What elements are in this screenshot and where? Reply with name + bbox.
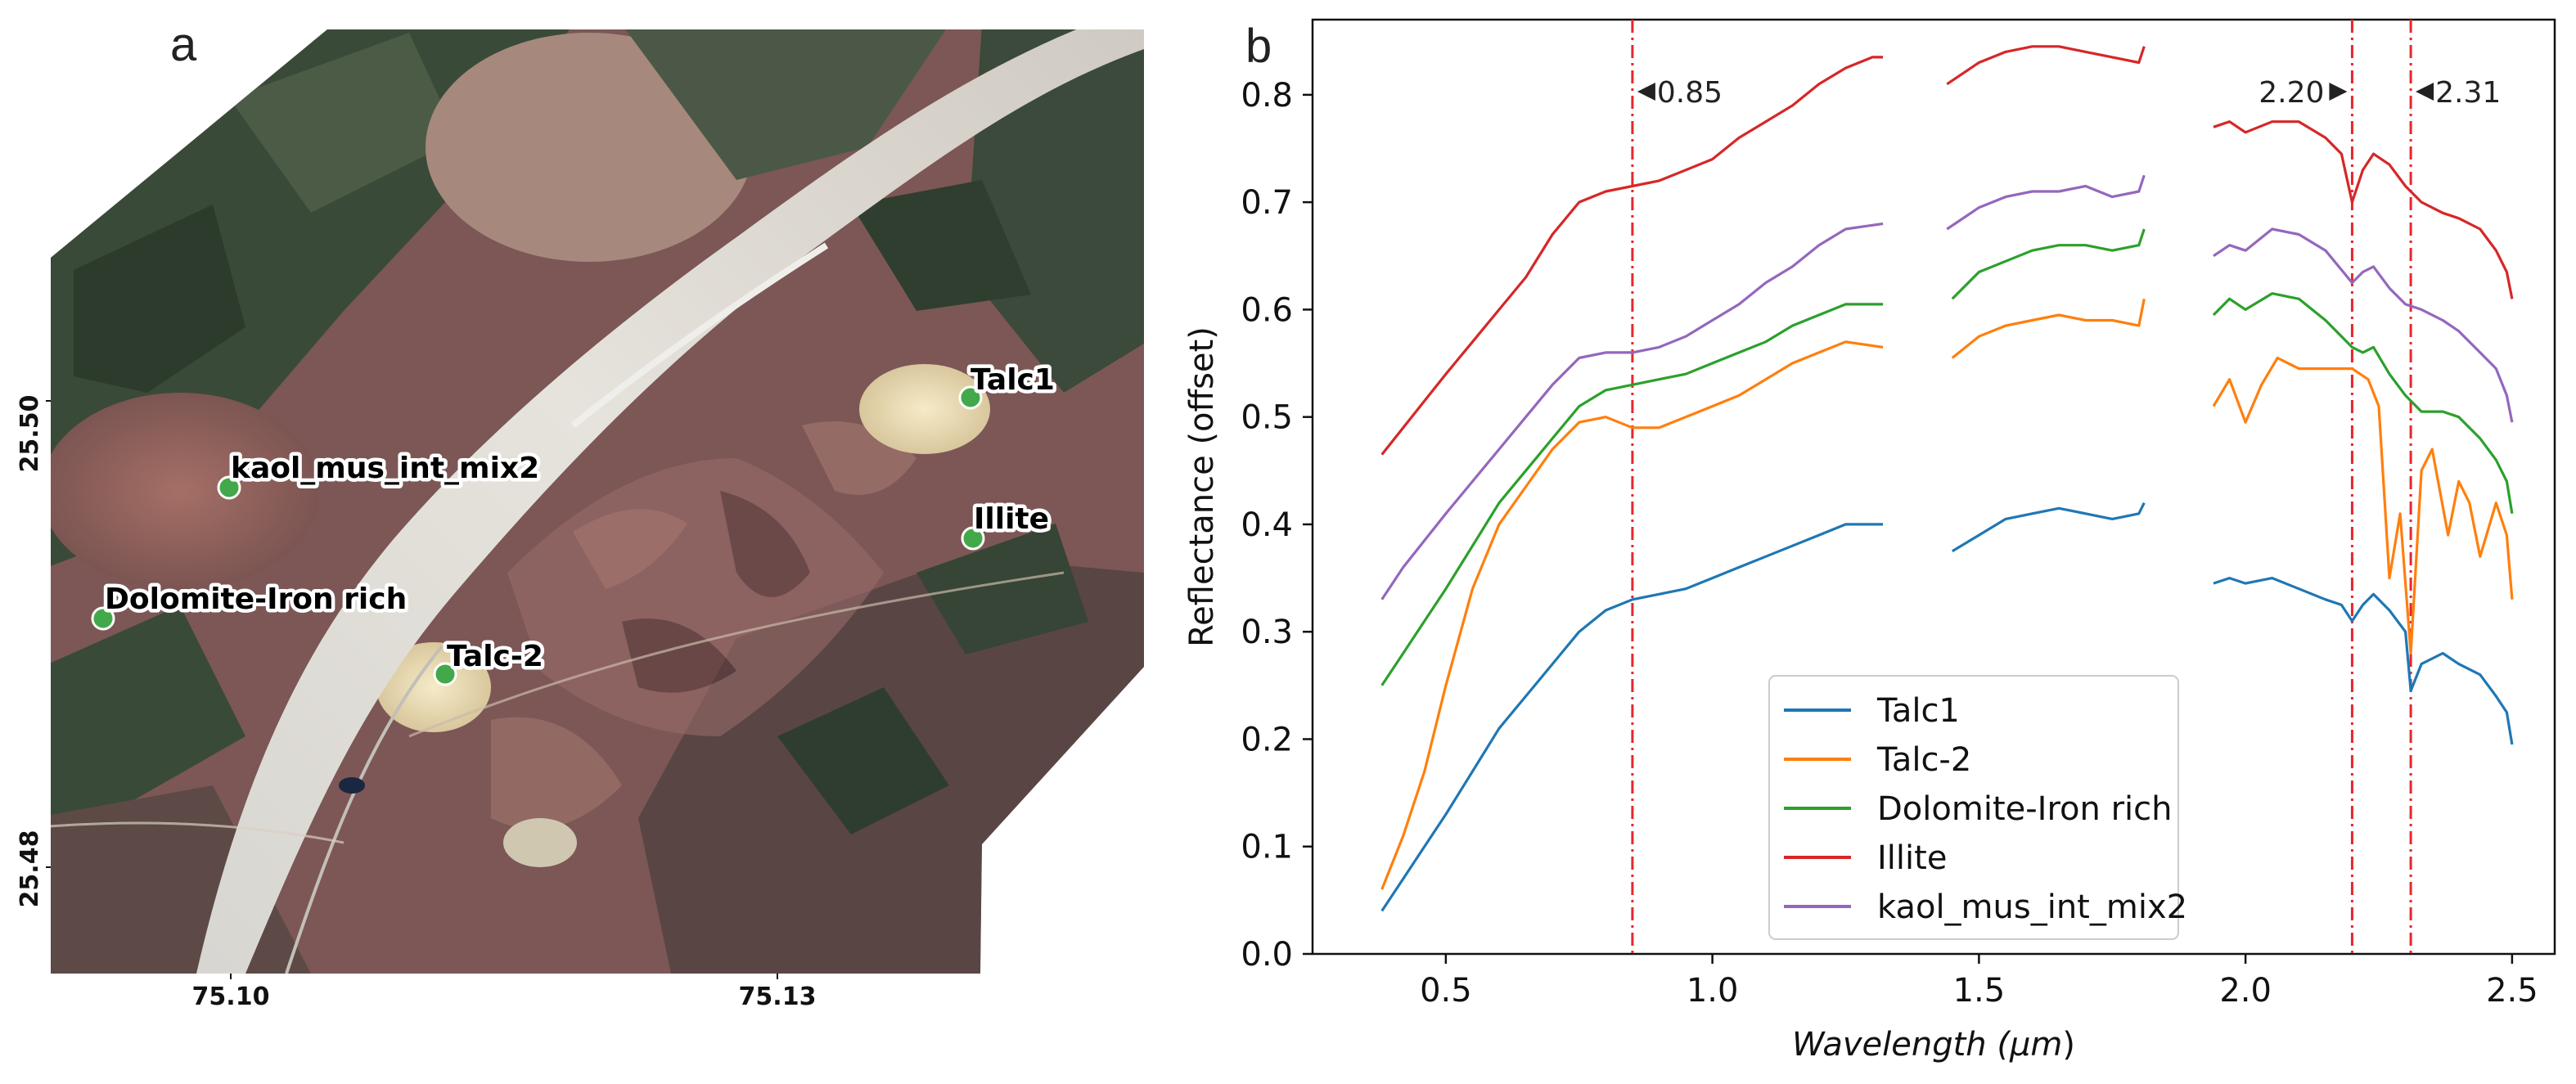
- panel-b-letter: b: [1245, 20, 1272, 73]
- panel-a: a: [16, 18, 1144, 1011]
- series-line-segment: [2213, 120, 2514, 299]
- vline-annotation: 2.20: [2259, 76, 2324, 110]
- series-line-segment: [2212, 292, 2514, 515]
- series-line-segment: [1951, 502, 2146, 553]
- series-line-segment: [1380, 523, 1884, 912]
- lat-tick-label: 25.50: [16, 395, 44, 473]
- site-label: Talc-2: [447, 640, 543, 673]
- site-label: Dolomite-Iron rich: [105, 582, 407, 616]
- annotation-arrow: [2416, 83, 2434, 101]
- series-line-segment: [1951, 298, 2146, 359]
- site-talc1: Talc1: [958, 360, 1058, 410]
- legend-label: Illite: [1877, 839, 1947, 877]
- reference-lines: 0.85 2.20 2.31: [1631, 20, 2501, 954]
- series-line-segment: [2213, 577, 2514, 745]
- y-tick-label: 0.8: [1241, 77, 1293, 115]
- sample-sites: Talc1 kaol_mus_int_mix2 Illite Dolomite-…: [91, 360, 1058, 686]
- vline-annotation: 2.31: [2435, 76, 2501, 110]
- x-tick-label: 2.5: [2486, 972, 2538, 1010]
- series-line-segment: [2213, 227, 2514, 423]
- series-line-segment: [2212, 356, 2514, 655]
- satellite-image: [51, 29, 1144, 974]
- site-illite: Illite: [961, 499, 1053, 551]
- site-label: Illite: [974, 502, 1049, 536]
- site-dolomite-iron-rich: Dolomite-Iron rich: [91, 579, 411, 631]
- lat-tick-label: 25.48: [16, 830, 44, 908]
- x-axis-label: Wavelength (μm): [1792, 1026, 2075, 1064]
- axis-ticks: 0.5 1.0 1.5 2.0 2.5 0.0 0.1 0.2 0.3 0.4 0.5 0.6 0.7 0…: [1241, 77, 2538, 1010]
- site-label: Talc1: [971, 363, 1055, 397]
- x-tick-label: 0.5: [1420, 972, 1472, 1010]
- series-lines: [1380, 45, 2514, 912]
- y-tick-label: 0.6: [1241, 291, 1293, 329]
- panel-b: b 0.85 2.20 2.31 0.5 1.0 1.5 2.0 2.50.00.10.20…: [1183, 18, 2556, 1064]
- lon-tick-label: 75.13: [739, 983, 817, 1011]
- site-marker: [91, 606, 115, 631]
- y-tick-label: 0.3: [1241, 614, 1293, 651]
- y-tick-label: 0.2: [1241, 721, 1293, 758]
- series-line-segment: [1951, 228, 2146, 300]
- spectra-plot: 0.85 2.20 2.31 0.5 1.0 1.5 2.0 2.5 0.0 0.1 0.2 0.3…: [1241, 18, 2556, 1010]
- y-tick-label: 0.0: [1241, 936, 1293, 974]
- legend-label: Dolomite-Iron rich: [1877, 790, 2172, 828]
- series-line-segment: [1380, 222, 1884, 600]
- y-tick-label: 0.1: [1241, 829, 1293, 866]
- series-line-segment: [1380, 303, 1884, 686]
- panel-a-letter: a: [170, 18, 197, 71]
- site-talc-2: Talc-2: [433, 636, 547, 686]
- series-talc-2: [1380, 298, 2514, 890]
- legend-label: Talc1: [1876, 692, 1960, 730]
- series-talc1: [1380, 502, 2514, 912]
- site-marker: [961, 526, 985, 551]
- series-line-segment: [1946, 45, 2146, 86]
- series-kaol-mus-int-mix2: [1380, 174, 2514, 600]
- series-line-segment: [1946, 174, 2146, 231]
- legend-box: [1768, 675, 2179, 940]
- y-tick-label: 0.5: [1241, 399, 1293, 437]
- x-tick-label: 2.0: [2219, 972, 2272, 1010]
- site-marker: [958, 385, 983, 410]
- site-marker: [217, 475, 241, 500]
- x-tick-label: 1.0: [1687, 972, 1739, 1010]
- lon-tick-label: 75.10: [192, 983, 270, 1011]
- plot-frame: [1311, 18, 2556, 956]
- legend-label: Talc-2: [1876, 741, 1971, 779]
- legend-label: kaol_mus_int_mix2: [1877, 888, 2187, 926]
- x-tick-label: 1.5: [1953, 972, 2006, 1010]
- legend: Talc1 Talc-2 Dolomite-Iron rich Illite kaol_…: [1768, 675, 2187, 940]
- series-dolomite-iron-rich: [1380, 228, 2514, 686]
- site-kaol-mus-int-mix2: kaol_mus_int_mix2: [217, 448, 543, 500]
- series-line-segment: [1380, 56, 1884, 456]
- annotation-arrow: [2329, 83, 2348, 101]
- y-tick-label: 0.7: [1241, 184, 1293, 222]
- series-line-segment: [1380, 340, 1884, 890]
- map-axes: 25.50 25.48 75.10 75.13: [16, 395, 816, 1011]
- y-axis-label: Reflectance (offset): [1183, 326, 1221, 647]
- site-label: kaol_mus_int_mix2: [231, 452, 539, 485]
- site-marker: [433, 662, 457, 686]
- vline-annotation: 0.85: [1657, 76, 1723, 110]
- annotation-arrow: [1637, 83, 1655, 101]
- y-tick-label: 0.4: [1241, 506, 1293, 544]
- series-illite: [1380, 45, 2514, 456]
